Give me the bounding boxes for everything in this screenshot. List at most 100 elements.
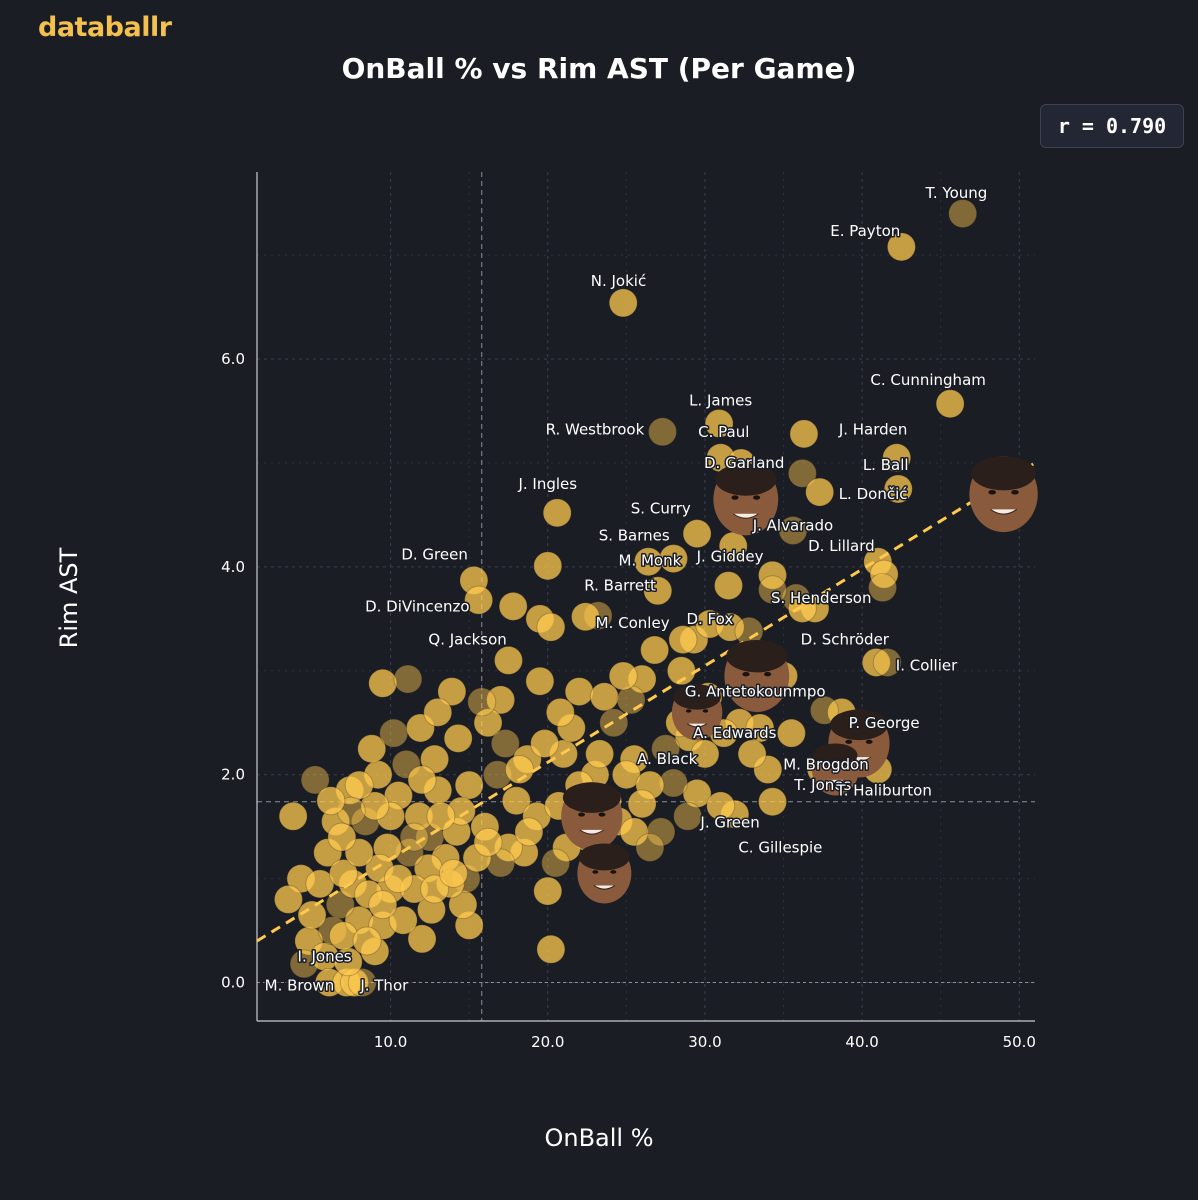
data-point [399, 822, 429, 852]
avatar-mouth [732, 513, 759, 519]
data-point [423, 697, 453, 727]
y-tick-label: 4.0 [221, 558, 245, 576]
data-point [651, 734, 681, 764]
point-label: L. Dončić [839, 485, 908, 503]
data-point [585, 739, 615, 769]
point-label: M. Monk [619, 552, 682, 570]
data-point [682, 778, 712, 808]
data-point [486, 685, 516, 715]
avatar-eye [610, 870, 617, 874]
point-label: Q. Jackson [428, 631, 506, 649]
data-point [344, 770, 374, 800]
data-point [640, 635, 670, 665]
point-label: J. Alvarado [752, 516, 834, 534]
data-points [273, 199, 978, 998]
data-point [668, 625, 698, 655]
point-label: D. Garland [704, 454, 784, 472]
data-point [745, 713, 775, 743]
chart-title: OnBall % vs Rim AST (Per Game) [341, 52, 857, 85]
data-point [608, 661, 638, 691]
point-label: A. Edwards [693, 724, 776, 742]
point-label: C. Cunningham [870, 371, 986, 389]
point-label: S. Barnes [599, 527, 670, 545]
data-point [498, 591, 528, 621]
x-tick-label: 40.0 [845, 1033, 878, 1051]
point-label: D. Lillard [808, 537, 875, 555]
data-point [448, 890, 478, 920]
data-point [490, 729, 520, 759]
data-point [646, 817, 676, 847]
point-label: P. George [849, 714, 920, 732]
data-point [325, 890, 355, 920]
data-point [407, 765, 437, 795]
point-label: A. Black [637, 750, 697, 768]
data-point [778, 516, 808, 546]
data-point [493, 645, 523, 675]
avatar-eye [578, 812, 585, 817]
point-label: L. James [689, 392, 752, 410]
x-tick-label: 20.0 [531, 1033, 564, 1051]
data-point [420, 744, 450, 774]
point-label: J. Thor [359, 977, 409, 995]
avatar-eye [598, 812, 606, 817]
data-point [426, 801, 456, 831]
avatar-eye [824, 766, 831, 770]
data-point [882, 443, 912, 473]
point-label: R. Westbrook [546, 421, 645, 439]
avatar-eye [702, 709, 709, 713]
avatar-hair [715, 463, 777, 496]
avatar-hair [673, 684, 721, 710]
point-label: I. Collier [896, 657, 958, 675]
player-avatar [671, 684, 723, 741]
point-label: D. DiVincenzo [365, 597, 469, 615]
player-avatar [713, 463, 779, 536]
player-avatar [724, 639, 790, 712]
data-point [635, 832, 665, 862]
data-point [648, 417, 678, 447]
data-point [948, 199, 978, 229]
data-point [776, 718, 806, 748]
point-label: J. Green [699, 814, 759, 832]
x-tick-label: 10.0 [374, 1033, 407, 1051]
data-point [443, 723, 473, 753]
data-point [501, 786, 531, 816]
data-point [545, 697, 575, 727]
data-point [357, 734, 387, 764]
data-point [328, 858, 358, 888]
data-point [643, 576, 673, 606]
avatar-mouth [826, 779, 845, 784]
point-label: S. Henderson [771, 589, 872, 607]
data-point [352, 926, 382, 956]
point-label: T. Haliburton [835, 781, 932, 799]
avatar-eye [685, 709, 692, 713]
data-point [305, 869, 335, 899]
data-point [673, 801, 703, 831]
data-point [536, 934, 566, 964]
point-label: C. Paul [698, 423, 749, 441]
point-label: M. Conley [596, 614, 670, 632]
player-avatar [577, 843, 632, 904]
data-point [533, 876, 563, 906]
data-point [383, 864, 413, 894]
data-point [420, 874, 450, 904]
data-point [473, 827, 503, 857]
data-point [536, 612, 566, 642]
player-avatars [561, 456, 1038, 904]
data-point [514, 817, 544, 847]
data-point [379, 718, 409, 748]
point-label: D. Schröder [801, 631, 890, 649]
data-point [388, 905, 418, 935]
y-tick-label: 2.0 [221, 766, 245, 784]
point-label: J. Harden [838, 421, 908, 439]
data-point [690, 739, 720, 769]
point-label: M. Brown [265, 977, 335, 995]
avatar-hair [562, 782, 621, 813]
data-point [368, 890, 398, 920]
avatar-eye [865, 739, 873, 744]
point-label: T. Young [925, 184, 988, 202]
y-tick-label: 0.0 [221, 974, 245, 992]
tick-labels: 10.0 20.0 30.0 40.0 50.0 0.0 2.0 4.0 6.0 [221, 350, 1036, 1051]
point-label: I. Jones [298, 948, 352, 966]
point-label: S. Curry [631, 500, 691, 518]
